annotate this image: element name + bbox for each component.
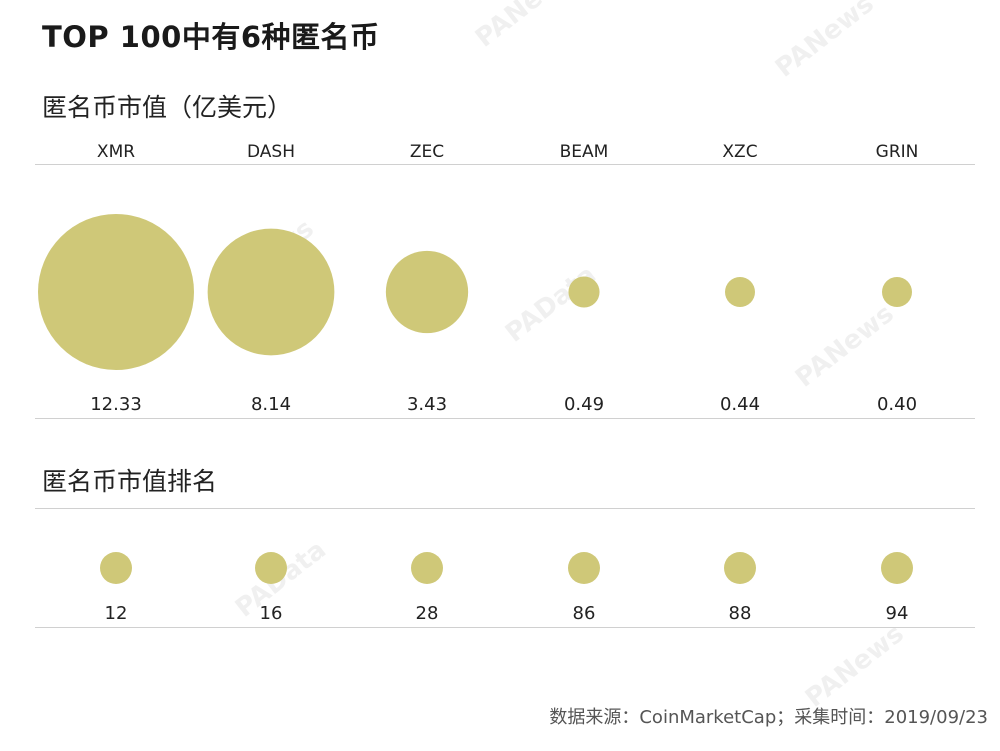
category-label: ZEC: [410, 142, 444, 162]
data-label: 12: [105, 603, 128, 624]
data-label: 86: [573, 603, 596, 624]
divider: [35, 418, 975, 419]
divider: [35, 627, 975, 628]
market-cap-section-title: 匿名币市值（亿美元）: [42, 93, 293, 122]
category-label: XMR: [97, 142, 135, 162]
page-title: TOP 100中有6种匿名币: [42, 20, 380, 54]
data-label: 94: [886, 603, 909, 624]
rank-bubble: [568, 552, 600, 584]
data-label: 12.33: [90, 394, 142, 415]
data-source-note: 数据来源：CoinMarketCap；采集时间：2019/09/23: [549, 707, 988, 728]
data-label: 28: [416, 603, 439, 624]
rank-bubble: [411, 552, 443, 584]
divider: [35, 508, 975, 509]
rank-bubble: [100, 552, 132, 584]
data-label: 8.14: [251, 394, 291, 415]
divider: [35, 164, 975, 165]
category-label: GRIN: [876, 142, 919, 162]
market-cap-bubble: [882, 277, 912, 307]
market-cap-bubble: [38, 214, 194, 370]
data-label: 88: [729, 603, 752, 624]
category-label: DASH: [247, 142, 295, 162]
rank-section-title: 匿名币市值排名: [42, 467, 218, 496]
data-label: 0.44: [720, 394, 760, 415]
data-label: 16: [260, 603, 283, 624]
data-label: 0.49: [564, 394, 604, 415]
market-cap-bubble: [568, 276, 600, 308]
data-label: 3.43: [407, 394, 447, 415]
market-cap-bubble: [725, 277, 755, 307]
category-label: XZC: [722, 142, 757, 162]
category-label: BEAM: [560, 142, 609, 162]
data-label: 0.40: [877, 394, 917, 415]
rank-bubble: [724, 552, 756, 584]
market-cap-bubble: [207, 228, 335, 356]
market-cap-bubble: [385, 250, 469, 334]
rank-bubble: [881, 552, 913, 584]
rank-bubble: [255, 552, 287, 584]
